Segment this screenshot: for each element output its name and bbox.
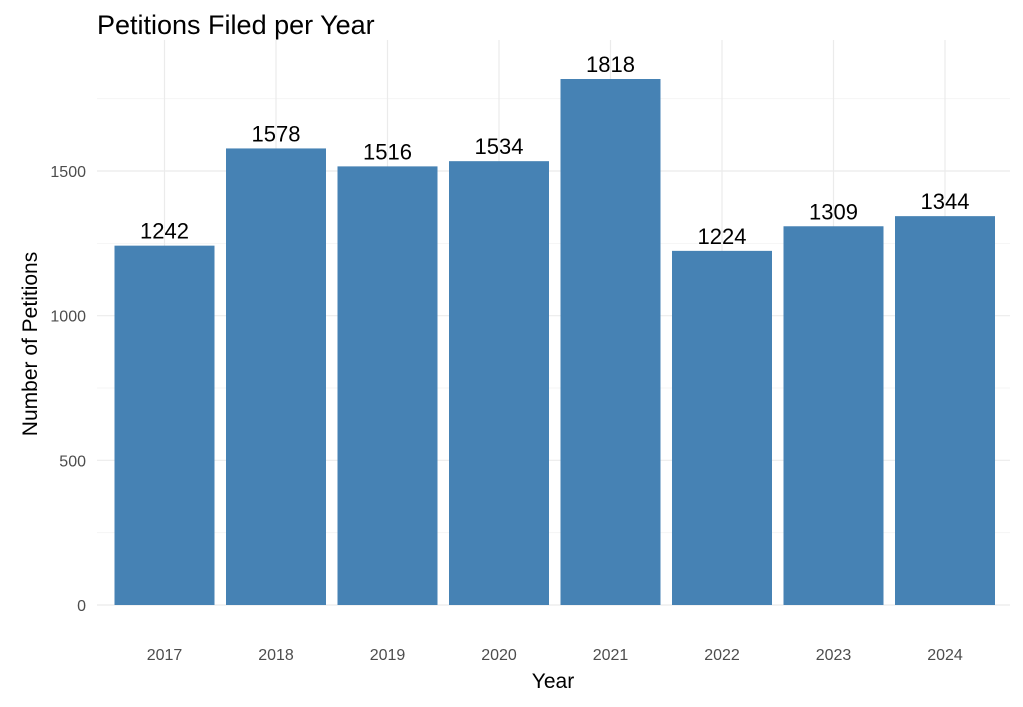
bar-2019: [337, 166, 438, 606]
data-label-2024: 1344: [921, 189, 970, 214]
x-axis-title: Year: [532, 670, 574, 693]
data-label-2017: 1242: [140, 219, 189, 244]
y-tick-label: 1500: [50, 164, 86, 181]
y-axis-ticks: 0 500 1000 1500: [50, 164, 86, 615]
bar-2022: [672, 250, 772, 605]
data-labels: 1242 1578 1516 1534 1818 1224 1309 1344: [140, 52, 969, 249]
x-tick-label: 2017: [147, 647, 183, 664]
y-tick-label: 0: [77, 598, 86, 615]
bar-2018: [226, 148, 326, 605]
bar-2021: [560, 79, 661, 605]
x-axis-ticks: 2017 2018 2019 2020 2021 2022 2023 2024: [147, 647, 963, 664]
data-label-2023: 1309: [809, 199, 858, 224]
data-label-2021: 1818: [586, 52, 635, 77]
y-tick-label: 1000: [50, 309, 86, 326]
x-tick-label: 2023: [816, 647, 852, 664]
x-tick-label: 2019: [370, 647, 406, 664]
data-label-2020: 1534: [475, 134, 524, 159]
x-tick-label: 2022: [704, 647, 740, 664]
x-tick-label: 2020: [481, 647, 517, 664]
y-axis-title: Number of Petitions: [19, 252, 42, 436]
bar-2024: [895, 216, 995, 605]
data-label-2019: 1516: [363, 139, 412, 164]
x-tick-label: 2021: [593, 647, 629, 664]
y-tick-label: 500: [59, 453, 86, 470]
bars: [114, 79, 995, 606]
x-tick-label: 2018: [258, 647, 294, 664]
data-label-2018: 1578: [252, 121, 301, 146]
bar-2023: [783, 226, 884, 605]
chart-title: Petitions Filed per Year: [97, 10, 375, 40]
data-label-2022: 1224: [698, 224, 747, 249]
bar-2017: [114, 245, 215, 605]
bar-2020: [449, 161, 549, 605]
x-tick-label: 2024: [927, 647, 963, 664]
